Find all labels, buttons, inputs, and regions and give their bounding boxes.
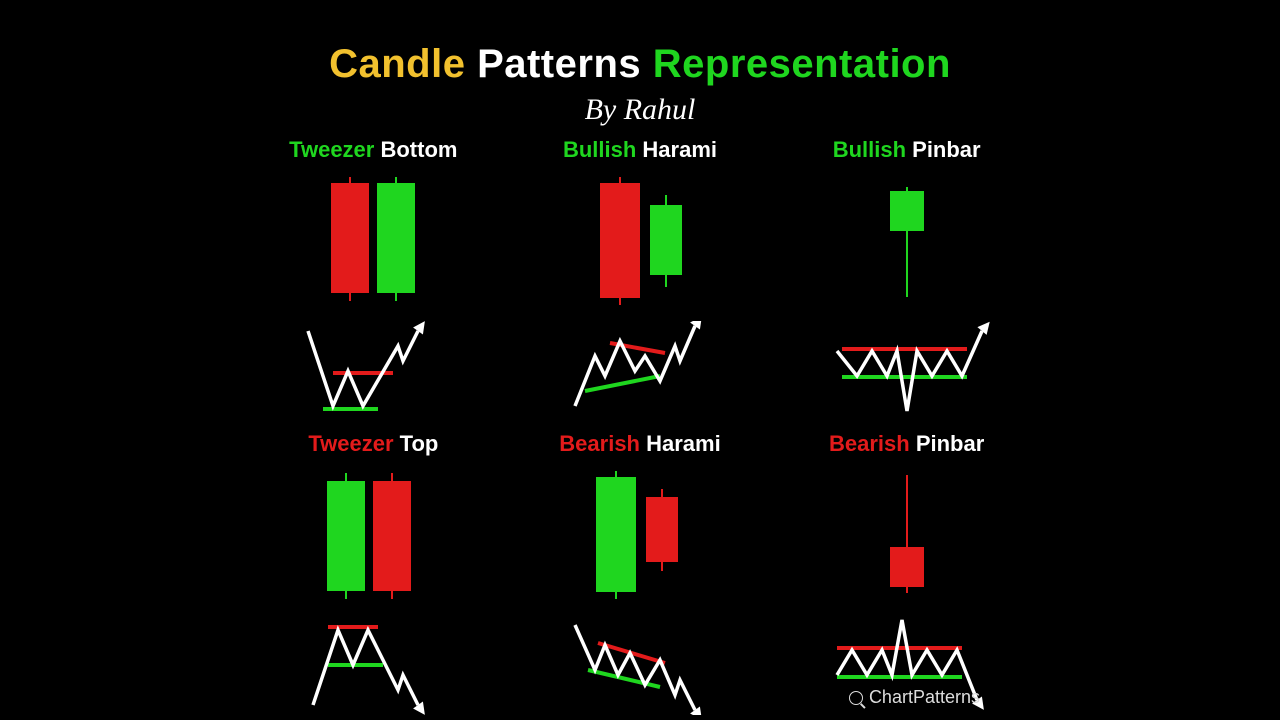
pattern-bullish-pinbar: Bullish Pinbar [773, 137, 1040, 421]
pattern-title-word-1: Tweezer [308, 431, 399, 456]
watermark: ChartPatterns [849, 687, 980, 708]
pattern-title-word-2: Top [400, 431, 439, 456]
pattern-bearish-harami: Bearish Harami [507, 431, 774, 715]
pattern-title-word-2: Harami [642, 137, 717, 162]
candle-area [550, 467, 730, 607]
candle-area [817, 467, 997, 607]
pattern-bullish-harami: Bullish Harami [507, 137, 774, 421]
trend-diagram [283, 321, 463, 421]
watermark-text: ChartPatterns [869, 687, 980, 708]
candle-body [646, 497, 678, 562]
pattern-title: Tweezer Top [308, 431, 438, 457]
candle [890, 467, 924, 607]
pattern-title-word-1: Bearish [829, 431, 916, 456]
price-zigzag [308, 331, 418, 406]
candle [890, 173, 924, 313]
candle-area [817, 173, 997, 313]
candle-body [890, 191, 924, 231]
price-zigzag [837, 331, 982, 411]
pattern-title-word-2: Pinbar [916, 431, 984, 456]
patterns-grid: Tweezer BottomBullish HaramiBullish Pinb… [210, 137, 1070, 715]
title-word-2: Patterns [477, 42, 641, 86]
pattern-title: Tweezer Bottom [289, 137, 457, 163]
candle-body [373, 481, 411, 591]
candle [327, 467, 365, 607]
candle [331, 173, 369, 313]
pattern-title-word-2: Bottom [380, 137, 457, 162]
pattern-title: Bullish Harami [563, 137, 717, 163]
candle-area [283, 173, 463, 313]
pattern-tweezer-top: Tweezer Top [240, 431, 507, 715]
pattern-title-word-1: Bullish [833, 137, 912, 162]
pattern-title-word-2: Harami [646, 431, 721, 456]
pattern-title-word-1: Tweezer [289, 137, 380, 162]
candle [600, 173, 640, 313]
pattern-title-word-1: Bullish [563, 137, 642, 162]
candle-body [600, 183, 640, 298]
title-word-1: Candle [329, 42, 465, 86]
candle-body [650, 205, 682, 275]
price-zigzag [575, 326, 695, 406]
trend-diagram [817, 321, 997, 421]
search-icon [849, 691, 863, 705]
title-word-3: Representation [653, 42, 951, 86]
candle [646, 467, 678, 607]
candle [650, 173, 682, 313]
candle [377, 173, 415, 313]
trend-diagram [550, 321, 730, 421]
candle [373, 467, 411, 607]
pattern-title: Bearish Harami [559, 431, 720, 457]
candle-body [331, 183, 369, 293]
candle-body [890, 547, 924, 587]
candle-body [596, 477, 636, 592]
pattern-title: Bearish Pinbar [829, 431, 984, 457]
pattern-title: Bullish Pinbar [833, 137, 981, 163]
candle-area [550, 173, 730, 313]
pattern-title-word-2: Pinbar [912, 137, 980, 162]
pattern-bearish-pinbar: Bearish Pinbar [773, 431, 1040, 715]
candle [596, 467, 636, 607]
candle-area [283, 467, 463, 607]
price-zigzag [575, 625, 695, 710]
author-credit: By Rahul [210, 93, 1070, 127]
candle-body [327, 481, 365, 591]
candle-body [377, 183, 415, 293]
main-title: Candle Patterns Representation [210, 0, 1070, 87]
support-line [585, 376, 660, 391]
trend-diagram [550, 615, 730, 715]
pattern-tweezer-bottom: Tweezer Bottom [240, 137, 507, 421]
pattern-title-word-1: Bearish [559, 431, 646, 456]
price-zigzag [313, 630, 418, 705]
trend-diagram [283, 615, 463, 715]
